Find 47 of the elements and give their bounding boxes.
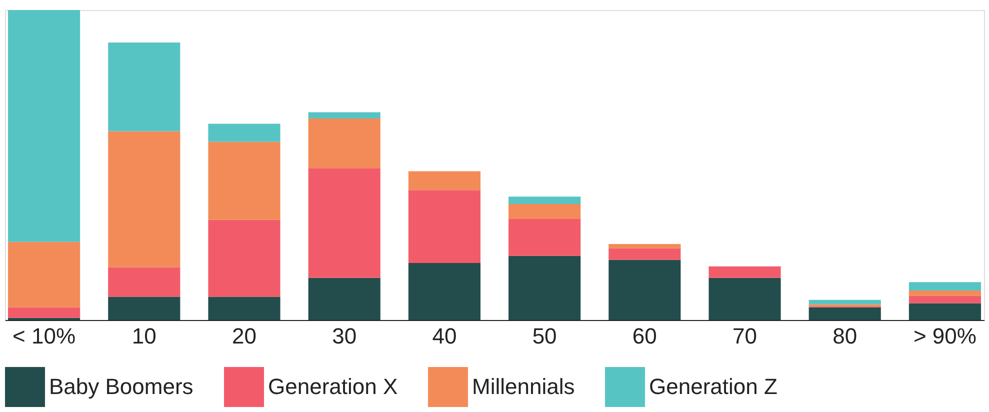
bar [308,118,380,168]
x-tick-label: < 10% [12,324,76,348]
bar [508,256,581,320]
bar [208,220,280,297]
bar [308,168,380,278]
bar [708,278,781,320]
bar [8,242,80,308]
bar [508,218,581,256]
x-tick-label: 60 [632,324,657,348]
bar [908,282,981,291]
bar [108,131,180,268]
x-tick-label: 20 [232,324,256,348]
bar [208,142,280,220]
bar [108,267,180,297]
x-tick-label: 50 [532,324,557,348]
bar [8,10,80,242]
bar [808,300,881,304]
bar [108,296,180,320]
bar [408,262,480,320]
legend-label: Generation X [268,374,398,399]
bar [108,42,180,132]
bar [908,290,981,296]
bar [208,124,280,142]
bar [308,112,380,118]
legend-label: Baby Boomers [49,374,194,399]
x-tick-label: 10 [132,324,156,348]
bar [608,244,681,248]
x-tick-label: 30 [332,324,357,348]
bar [908,296,981,304]
bar [8,307,80,318]
bar [908,303,981,320]
legend-label: Generation Z [649,374,778,399]
x-tick-label: 70 [732,324,757,348]
legend-label: Millennials [472,374,575,399]
bar [808,307,881,320]
bar [608,248,681,260]
bar [608,260,681,320]
bar [208,296,280,320]
bar [508,196,581,204]
bar [708,266,781,278]
x-tick-label: 80 [832,324,858,348]
x-tick-label: 40 [432,324,457,348]
bar [308,278,380,320]
x-tick-label: > 90% [913,324,976,348]
bar [408,171,480,190]
bar [408,190,480,263]
bar [508,204,581,219]
